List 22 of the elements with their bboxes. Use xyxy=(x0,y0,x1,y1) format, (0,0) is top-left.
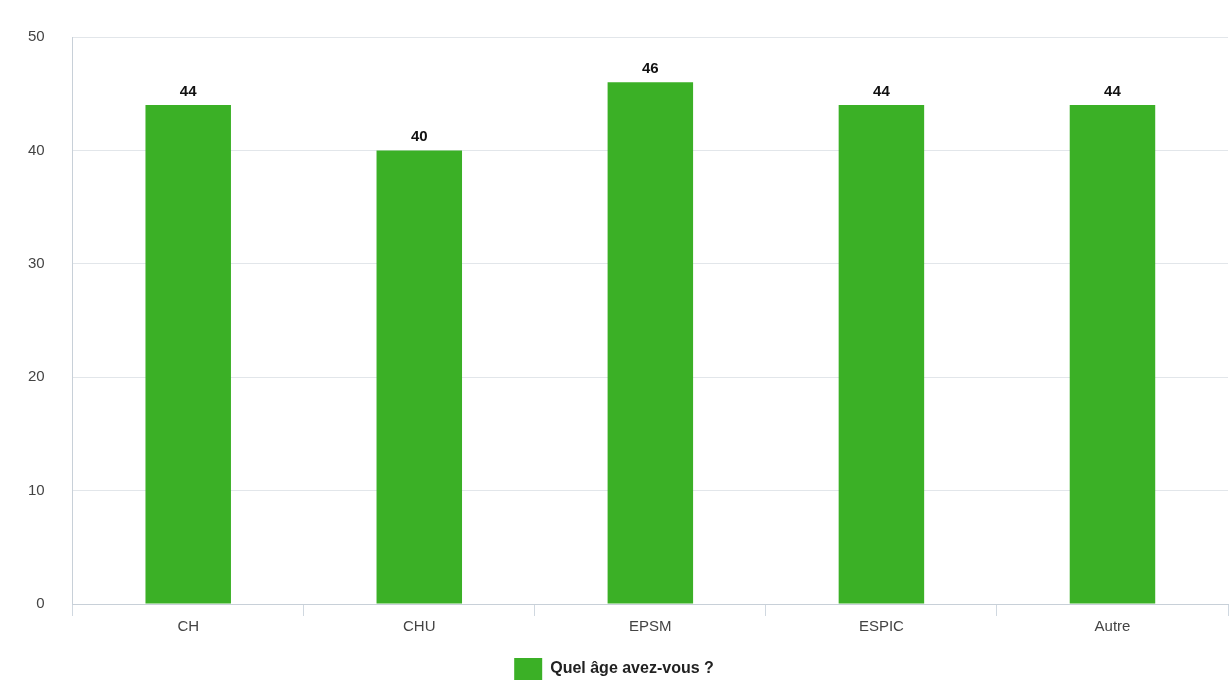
y-tick-label: 0 xyxy=(36,594,45,612)
x-tick-label: CH xyxy=(177,617,200,635)
x-tick-label: Autre xyxy=(1094,617,1131,635)
x-tick-label: CHU xyxy=(403,617,436,635)
x-tick-label: ESPIC xyxy=(858,617,905,635)
bar xyxy=(376,150,463,604)
bar xyxy=(1069,105,1156,604)
y-tick-label: 10 xyxy=(28,480,45,498)
bar xyxy=(145,105,231,604)
data-label: 44 xyxy=(873,81,891,99)
data-label: 44 xyxy=(1104,81,1122,99)
data-label: 40 xyxy=(410,127,428,145)
bar xyxy=(607,82,694,604)
y-tick-label: 50 xyxy=(28,27,45,45)
x-tick-label: EPSM xyxy=(629,617,672,635)
y-tick-label: 30 xyxy=(28,253,45,271)
bar xyxy=(838,105,925,604)
y-tick-label: 20 xyxy=(28,367,45,385)
data-label: 44 xyxy=(179,81,198,99)
legend-label: Quel âge avez-vous ? xyxy=(550,659,714,677)
y-tick-label: 40 xyxy=(28,140,45,158)
data-label: 46 xyxy=(642,59,659,76)
